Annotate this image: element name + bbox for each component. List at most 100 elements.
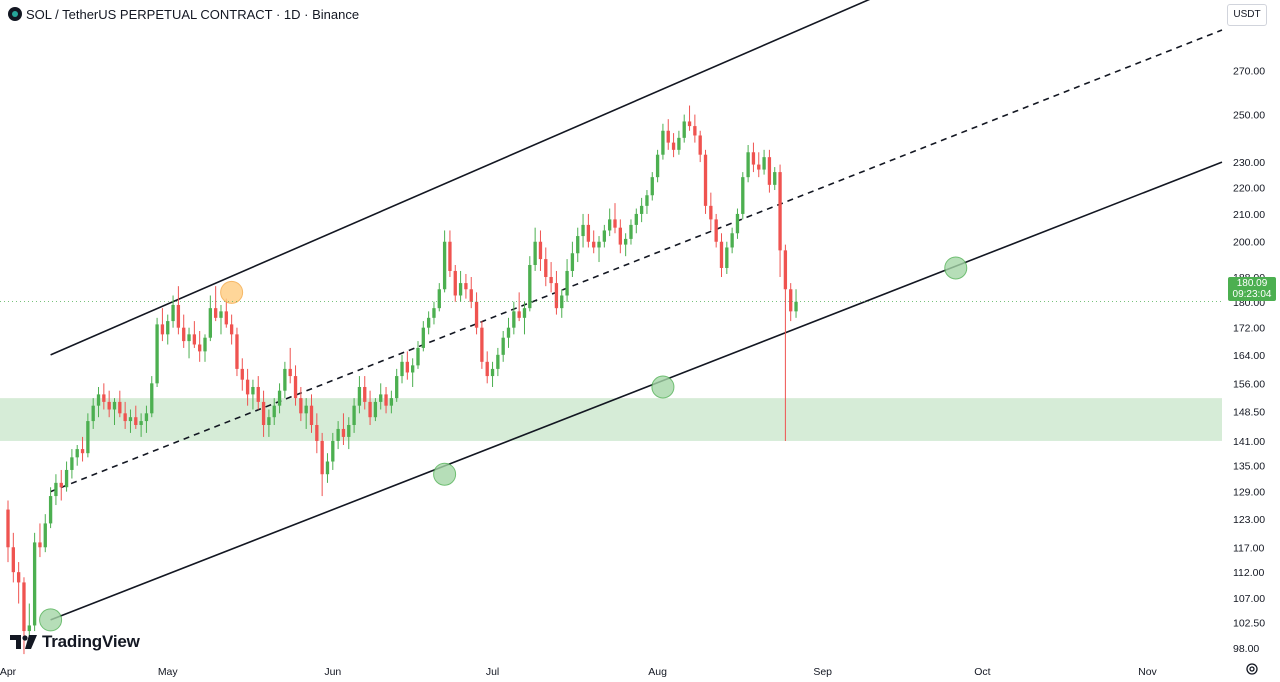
support-zone — [0, 398, 1222, 441]
candle-body — [198, 344, 202, 352]
candle-body — [506, 327, 511, 338]
candle-body — [128, 417, 133, 422]
candle-body — [480, 327, 484, 362]
candle-body — [666, 130, 670, 143]
candle-body — [730, 233, 734, 248]
candle-body — [618, 227, 622, 245]
candle-body — [187, 334, 191, 342]
candle-body — [224, 311, 228, 325]
tradingview-logo-icon — [10, 635, 37, 649]
x-tick-label: Oct — [974, 666, 990, 678]
candle-body — [22, 582, 26, 632]
candle-body — [789, 289, 793, 312]
candle-body — [240, 368, 244, 380]
candle-body — [144, 413, 149, 422]
candle-body — [293, 376, 298, 399]
candle-body — [304, 405, 308, 414]
candle-body — [437, 289, 441, 309]
candle-body — [27, 625, 31, 632]
candle-body — [565, 270, 569, 296]
last-price-label: 180.09 09:23:04 — [1228, 277, 1276, 301]
x-tick-label: Apr — [0, 666, 17, 678]
y-tick-label: 98.00 — [1233, 643, 1259, 655]
candle-body — [107, 401, 111, 410]
candle-body — [623, 238, 628, 245]
y-tick-label: 220.00 — [1233, 182, 1265, 194]
candle-body — [336, 428, 340, 441]
candle-body — [778, 172, 782, 251]
candle-body — [229, 324, 234, 335]
candle-body — [182, 327, 186, 342]
candle-body — [283, 368, 287, 391]
candle-body — [363, 386, 367, 402]
channel-line-3 — [50, 161, 1223, 621]
candle-body — [384, 394, 388, 406]
candle-body — [762, 157, 766, 170]
candle-body — [560, 295, 564, 309]
candle-body — [490, 368, 495, 377]
candle-body — [671, 142, 676, 150]
candle-body — [400, 361, 404, 377]
y-tick-label: 250.00 — [1233, 110, 1265, 122]
candle-body — [80, 449, 85, 454]
chart-header: SOL / TetherUS PERPETUAL CONTRACT · 1D ·… — [8, 5, 359, 23]
candle-body — [38, 542, 42, 548]
candle-body — [650, 177, 654, 196]
symbol-logo-icon — [8, 7, 22, 21]
candle-body — [586, 224, 591, 242]
candle-body — [442, 241, 447, 290]
y-tick-label: 102.50 — [1233, 618, 1265, 630]
x-tick-label: May — [158, 666, 179, 678]
candle-body — [794, 301, 798, 312]
candle-body — [581, 224, 585, 237]
candle-body — [741, 177, 745, 214]
candle-body — [277, 390, 282, 406]
candle-body — [208, 308, 212, 338]
candle-body — [320, 440, 324, 475]
candle-body — [746, 152, 750, 178]
candle-body — [96, 394, 101, 406]
y-tick-label: 107.00 — [1233, 593, 1265, 605]
touch-marker-orange — [220, 280, 244, 304]
settings-gear-icon[interactable] — [1245, 662, 1259, 676]
candle-body — [352, 405, 356, 425]
candle-body — [549, 276, 553, 284]
candle-body — [251, 386, 255, 395]
candle-body — [176, 304, 181, 328]
y-tick-label: 270.00 — [1233, 66, 1265, 78]
candle-body — [522, 308, 527, 318]
channel-line-1 — [50, 0, 871, 356]
candle-body — [458, 283, 463, 296]
candle-body — [469, 289, 473, 302]
candle-body — [645, 195, 649, 206]
currency-button[interactable]: USDT — [1227, 4, 1267, 26]
candle-body — [59, 482, 63, 488]
tradingview-logo-text: TradingView — [42, 632, 140, 651]
candle-body — [64, 469, 69, 488]
candle-body — [554, 283, 559, 309]
candle-body — [272, 405, 276, 418]
candle-body — [11, 547, 15, 573]
candle-body — [112, 401, 117, 410]
candle-body — [677, 137, 681, 150]
candle-body — [54, 482, 58, 497]
candle-body — [496, 354, 500, 369]
candle-body — [517, 311, 521, 318]
candle-body — [325, 461, 330, 475]
candle-body — [592, 241, 596, 248]
candle-body — [43, 523, 47, 548]
candle-body — [341, 428, 346, 437]
candle-body — [86, 421, 90, 454]
candle-body — [150, 383, 154, 414]
candle-body — [735, 213, 740, 234]
candle-body — [16, 572, 21, 583]
candle-body — [570, 253, 575, 271]
candle-body — [639, 205, 644, 214]
tradingview-logo[interactable]: TradingView — [10, 632, 140, 652]
candle-body — [576, 236, 580, 254]
candle-body — [331, 440, 335, 462]
candle-body — [288, 368, 292, 377]
candle-body — [655, 154, 660, 178]
y-tick-label: 172.00 — [1233, 323, 1265, 335]
